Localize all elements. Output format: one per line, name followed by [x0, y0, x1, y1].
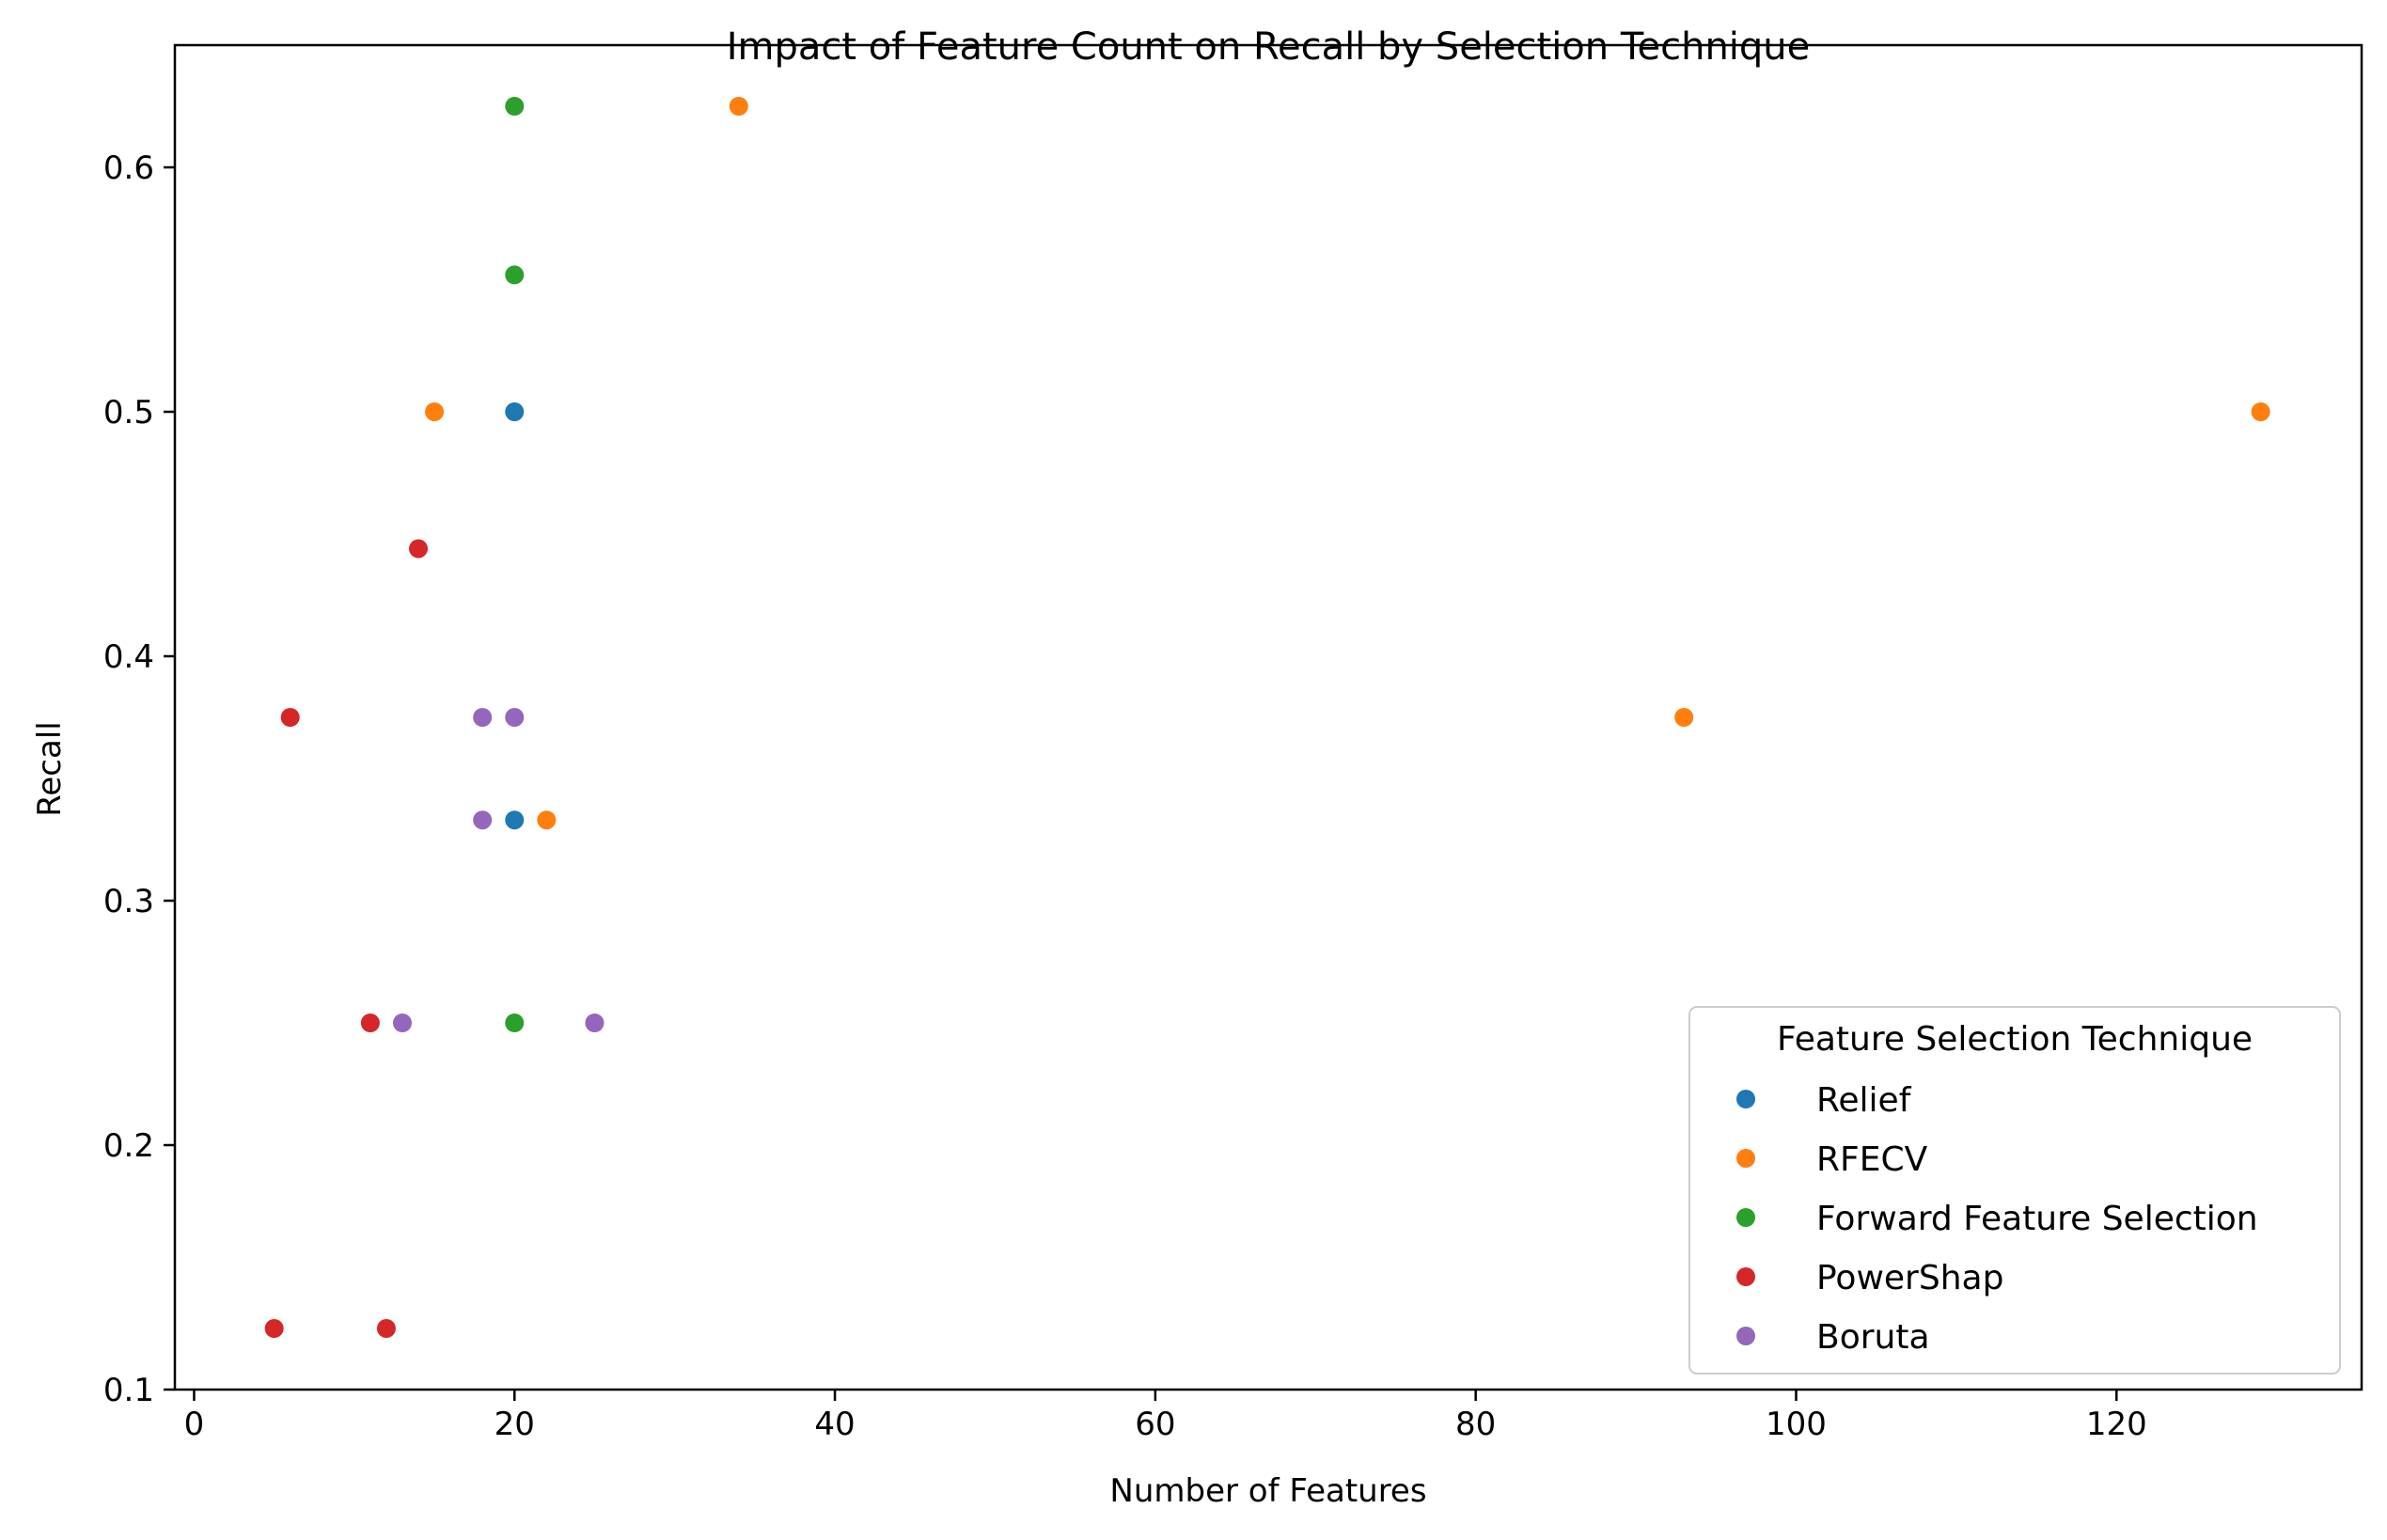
data-point [505, 810, 525, 830]
data-point [505, 97, 525, 116]
series-relief [505, 402, 525, 830]
legend-marker [1736, 1267, 1755, 1286]
data-point [505, 402, 525, 421]
data-point [473, 708, 493, 727]
legend-label: Relief [1816, 1081, 1912, 1120]
legend-label: Boruta [1816, 1318, 1930, 1357]
data-point [473, 810, 493, 830]
x-tick-label: 60 [1135, 1406, 1175, 1443]
chart-title: Impact of Feature Count on Recall by Sel… [727, 25, 1811, 69]
data-point [505, 708, 525, 727]
plot-area [264, 97, 2270, 1338]
data-point [1674, 708, 1694, 727]
series-forward-feature-selection [505, 97, 525, 1032]
data-point [537, 810, 557, 830]
data-point [409, 539, 429, 558]
data-point [376, 1319, 396, 1338]
legend-box [1688, 1006, 2341, 1375]
legend-label: Forward Feature Selection [1816, 1200, 2258, 1238]
legend-label: RFECV [1816, 1140, 1928, 1179]
y-tick-label: 0.5 [103, 394, 154, 432]
data-point [2251, 402, 2270, 421]
data-point [264, 1319, 284, 1338]
y-axis-ticks: 0.1 0.2 0.3 0.4 0.5 0.6 [103, 149, 175, 1409]
series-rfecv [425, 97, 2270, 830]
y-tick-label: 0.1 [103, 1372, 154, 1409]
x-axis-label: Number of Features [1109, 1472, 1426, 1510]
data-point [505, 1014, 525, 1032]
legend: Feature Selection Technique Relief RFECV F… [1688, 1006, 2341, 1375]
y-tick-label: 0.3 [103, 883, 154, 920]
axes-frame [173, 43, 2363, 1391]
legend-marker [1736, 1327, 1755, 1345]
data-point [505, 265, 525, 285]
legend-marker [1736, 1149, 1755, 1168]
series-boruta [392, 708, 605, 1032]
data-point [585, 1014, 605, 1032]
x-tick-label: 100 [1766, 1406, 1827, 1443]
data-point [729, 97, 748, 116]
x-tick-label: 20 [495, 1406, 535, 1443]
legend-marker [1736, 1090, 1755, 1108]
legend-marker [1736, 1208, 1755, 1227]
y-tick-label: 0.4 [103, 638, 154, 676]
legend-title: Feature Selection Technique [1777, 1020, 2253, 1059]
y-tick-label: 0.2 [103, 1127, 154, 1165]
x-tick-label: 80 [1455, 1406, 1496, 1443]
legend-label: PowerShap [1816, 1259, 2003, 1297]
x-tick-label: 0 [184, 1406, 205, 1443]
x-tick-label: 120 [2086, 1406, 2147, 1443]
x-axis-ticks: 0 20 40 60 80 100 120 [184, 1390, 2147, 1443]
y-axis-label: Recall [31, 721, 69, 816]
x-tick-label: 40 [814, 1406, 855, 1443]
data-point [360, 1014, 380, 1032]
y-tick-label: 0.6 [103, 149, 154, 187]
data-point [392, 1014, 412, 1032]
data-point [425, 402, 445, 421]
data-point [280, 708, 300, 727]
series-powershap [264, 539, 429, 1338]
